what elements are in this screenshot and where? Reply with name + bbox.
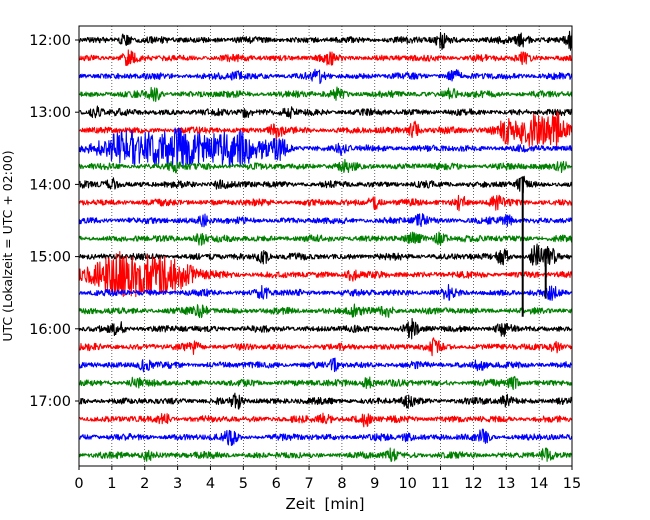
trace-line <box>78 68 573 85</box>
trace-line <box>78 337 573 357</box>
y-tick-label: 15:00 <box>29 250 71 266</box>
y-tick-label: 16:00 <box>29 322 71 338</box>
x-tick-label: 11 <box>431 476 449 492</box>
trace-line <box>78 412 573 428</box>
grid-lines <box>111 26 540 466</box>
trace-line <box>78 447 573 463</box>
y-tick-label: 14:00 <box>29 177 71 193</box>
trace-line <box>78 283 573 301</box>
x-tick-label: 5 <box>239 476 248 492</box>
trace-line <box>78 29 573 51</box>
trace-line <box>78 357 573 373</box>
trace-line <box>78 158 573 174</box>
y-axis-label: UTC (Lokalzeit = UTC + 02:00) <box>0 150 15 341</box>
trace-line <box>78 86 573 103</box>
trace-line <box>78 213 573 228</box>
x-tick-label: 13 <box>497 476 515 492</box>
trace-line <box>78 49 573 66</box>
x-tick-label: 3 <box>173 476 182 492</box>
y-tick-label: 13:00 <box>29 105 71 121</box>
trace-line <box>78 105 573 119</box>
y-tick-label: 17:00 <box>29 394 71 410</box>
trace-line <box>78 375 573 391</box>
x-tick-label: 0 <box>74 476 83 492</box>
y-axis-ticks: 12:00 13:00 14:00 15:00 16:00 17:00 <box>29 33 79 410</box>
x-tick-label: 9 <box>370 476 379 492</box>
trace-line <box>78 243 573 267</box>
x-tick-label: 6 <box>272 476 281 492</box>
trace-line <box>78 428 573 447</box>
trace-line <box>78 194 573 212</box>
plot-frame <box>78 25 573 467</box>
x-tick-label: 2 <box>140 476 149 492</box>
x-axis-ticks: 0 1 2 3 4 5 6 7 8 9 10 11 12 13 14 15 <box>74 466 581 492</box>
trace-line <box>78 317 573 340</box>
x-tick-label: 7 <box>304 476 313 492</box>
x-tick-label: 15 <box>563 476 581 492</box>
trace-line <box>78 127 573 169</box>
trace-line <box>78 231 573 246</box>
trace-line <box>78 175 573 194</box>
x-tick-label: 10 <box>398 476 416 492</box>
x-tick-label: 12 <box>464 476 482 492</box>
x-axis-label: Zeit [min] <box>285 495 364 513</box>
trace-line <box>78 111 573 150</box>
x-tick-label: 1 <box>107 476 116 492</box>
x-tick-label: 8 <box>337 476 346 492</box>
x-tick-label: 14 <box>530 476 548 492</box>
x-tick-label: 4 <box>206 476 215 492</box>
trace-line <box>78 303 573 319</box>
spikes <box>521 176 547 317</box>
traces <box>78 29 573 463</box>
trace-line <box>78 392 573 410</box>
y-tick-label: 12:00 <box>29 33 71 49</box>
